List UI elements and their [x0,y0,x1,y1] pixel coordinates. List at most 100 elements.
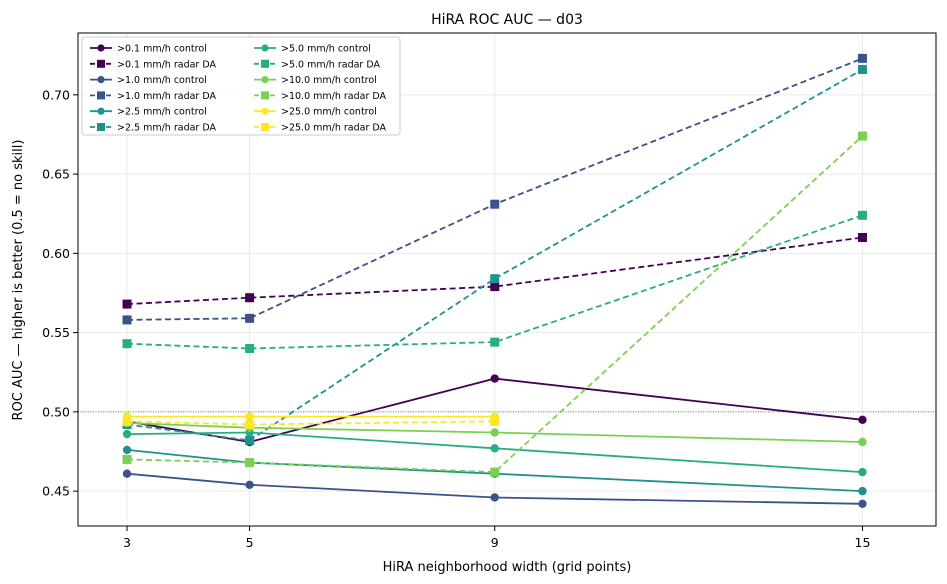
legend-marker [97,44,105,52]
legend-label: >1.0 mm/h radar DA [117,91,216,102]
data-point [857,53,867,63]
legend-item: >5.0 mm/h control [254,44,371,55]
legend-box [81,36,401,136]
data-point [857,131,867,141]
data-point [122,299,132,309]
data-point [245,420,255,430]
legend-item: >0.1 mm/h control [90,44,207,55]
data-point [857,64,867,74]
data-point [490,416,500,426]
data-point [245,435,255,445]
data-point [122,445,132,455]
legend-marker [97,91,105,100]
legend-marker [97,123,105,131]
legend-label: >5.0 mm/h radar DA [281,59,380,70]
data-point [490,199,500,209]
series-7 [122,210,867,353]
data-point [490,428,499,437]
data-point [122,469,132,478]
legend-label: >25.0 mm/h radar DA [281,123,387,134]
legend-label: >2.5 mm/h radar DA [117,123,216,134]
y-tick-label: 0.60 [42,246,70,261]
plot-frame [77,32,937,527]
x-tick-label: 5 [246,535,254,550]
data-point [245,458,255,468]
series-9 [122,131,867,477]
legend: >0.1 mm/h control >0.1 mm/h radar DA >1.0 … [81,36,401,136]
legend-marker [261,76,269,84]
series-line [126,472,863,505]
legend-marker [97,107,105,115]
legend-marker [97,76,105,84]
series-11 [122,416,500,430]
legend-item: >1.0 mm/h control [90,75,207,86]
legend-marker [261,44,269,52]
y-axis-label: ROC AUC — higher is better (0.5 = no ski… [11,140,26,421]
legend-item: >2.5 mm/h control [90,107,207,118]
data-point [490,467,500,477]
legend-item: >5.0 mm/h radar DA [254,59,380,70]
legend-item: >25.0 mm/h radar DA [254,123,387,134]
chart-title: HiRA ROC AUC — d03 [431,12,583,28]
y-tick-label: 0.65 [42,167,70,182]
x-tick-label: 9 [491,535,499,550]
data-point [245,293,255,303]
legend-label: >0.1 mm/h control [117,44,207,55]
x-tick-label: 15 [855,535,871,550]
legend-item: >2.5 mm/h radar DA [90,123,216,134]
data-point [490,282,500,292]
series-line [126,449,863,492]
legend-item: >25.0 mm/h control [254,107,377,118]
legend-marker [261,91,269,100]
legend-item: >10.0 mm/h control [254,75,377,86]
series-layer [122,53,867,509]
data-point [122,315,132,325]
data-point [490,374,499,383]
series-2 [122,469,867,509]
legend-item: >0.1 mm/h radar DA [90,59,216,70]
legend-label: >2.5 mm/h control [117,107,207,118]
legend-item: >1.0 mm/h radar DA [90,91,216,102]
legend-marker [97,59,105,68]
legend-label: >5.0 mm/h control [281,44,371,55]
data-point [245,313,255,323]
data-point [122,339,132,349]
data-point [122,429,132,439]
y-tick-label: 0.45 [42,484,70,499]
legend-marker [261,59,269,68]
series-line [126,422,863,443]
legend-label: >10.0 mm/h control [281,75,377,86]
legend-item: >10.0 mm/h radar DA [254,91,387,102]
legend-label: >25.0 mm/h control [281,107,377,118]
series-1 [122,232,867,309]
series-line [126,135,864,474]
x-axis-label: HiRA neighborhood width (grid points) [383,560,632,575]
x-axis-ticks: 3 5 9 15 [123,526,870,550]
series-line [126,236,863,305]
legend-marker [261,107,269,115]
legend-label: >10.0 mm/h radar DA [281,91,387,102]
data-point [857,210,867,220]
data-point [490,337,500,347]
series-3 [122,53,867,325]
y-tick-label: 0.70 [42,87,70,102]
data-point [122,454,132,464]
data-point [122,416,132,426]
data-point [858,467,867,477]
data-point [858,486,867,496]
series-line [126,431,863,473]
data-point [245,480,254,489]
data-point [857,232,867,242]
data-point [490,493,499,502]
legend-marker [261,123,269,131]
data-point [858,415,867,424]
data-point [245,343,255,353]
data-point [490,444,499,453]
legend-label: >0.1 mm/h radar DA [117,59,216,70]
data-point [490,274,500,284]
series-line [126,214,863,350]
series-line [126,420,495,426]
data-point [858,437,867,447]
x-tick-label: 3 [123,535,131,550]
